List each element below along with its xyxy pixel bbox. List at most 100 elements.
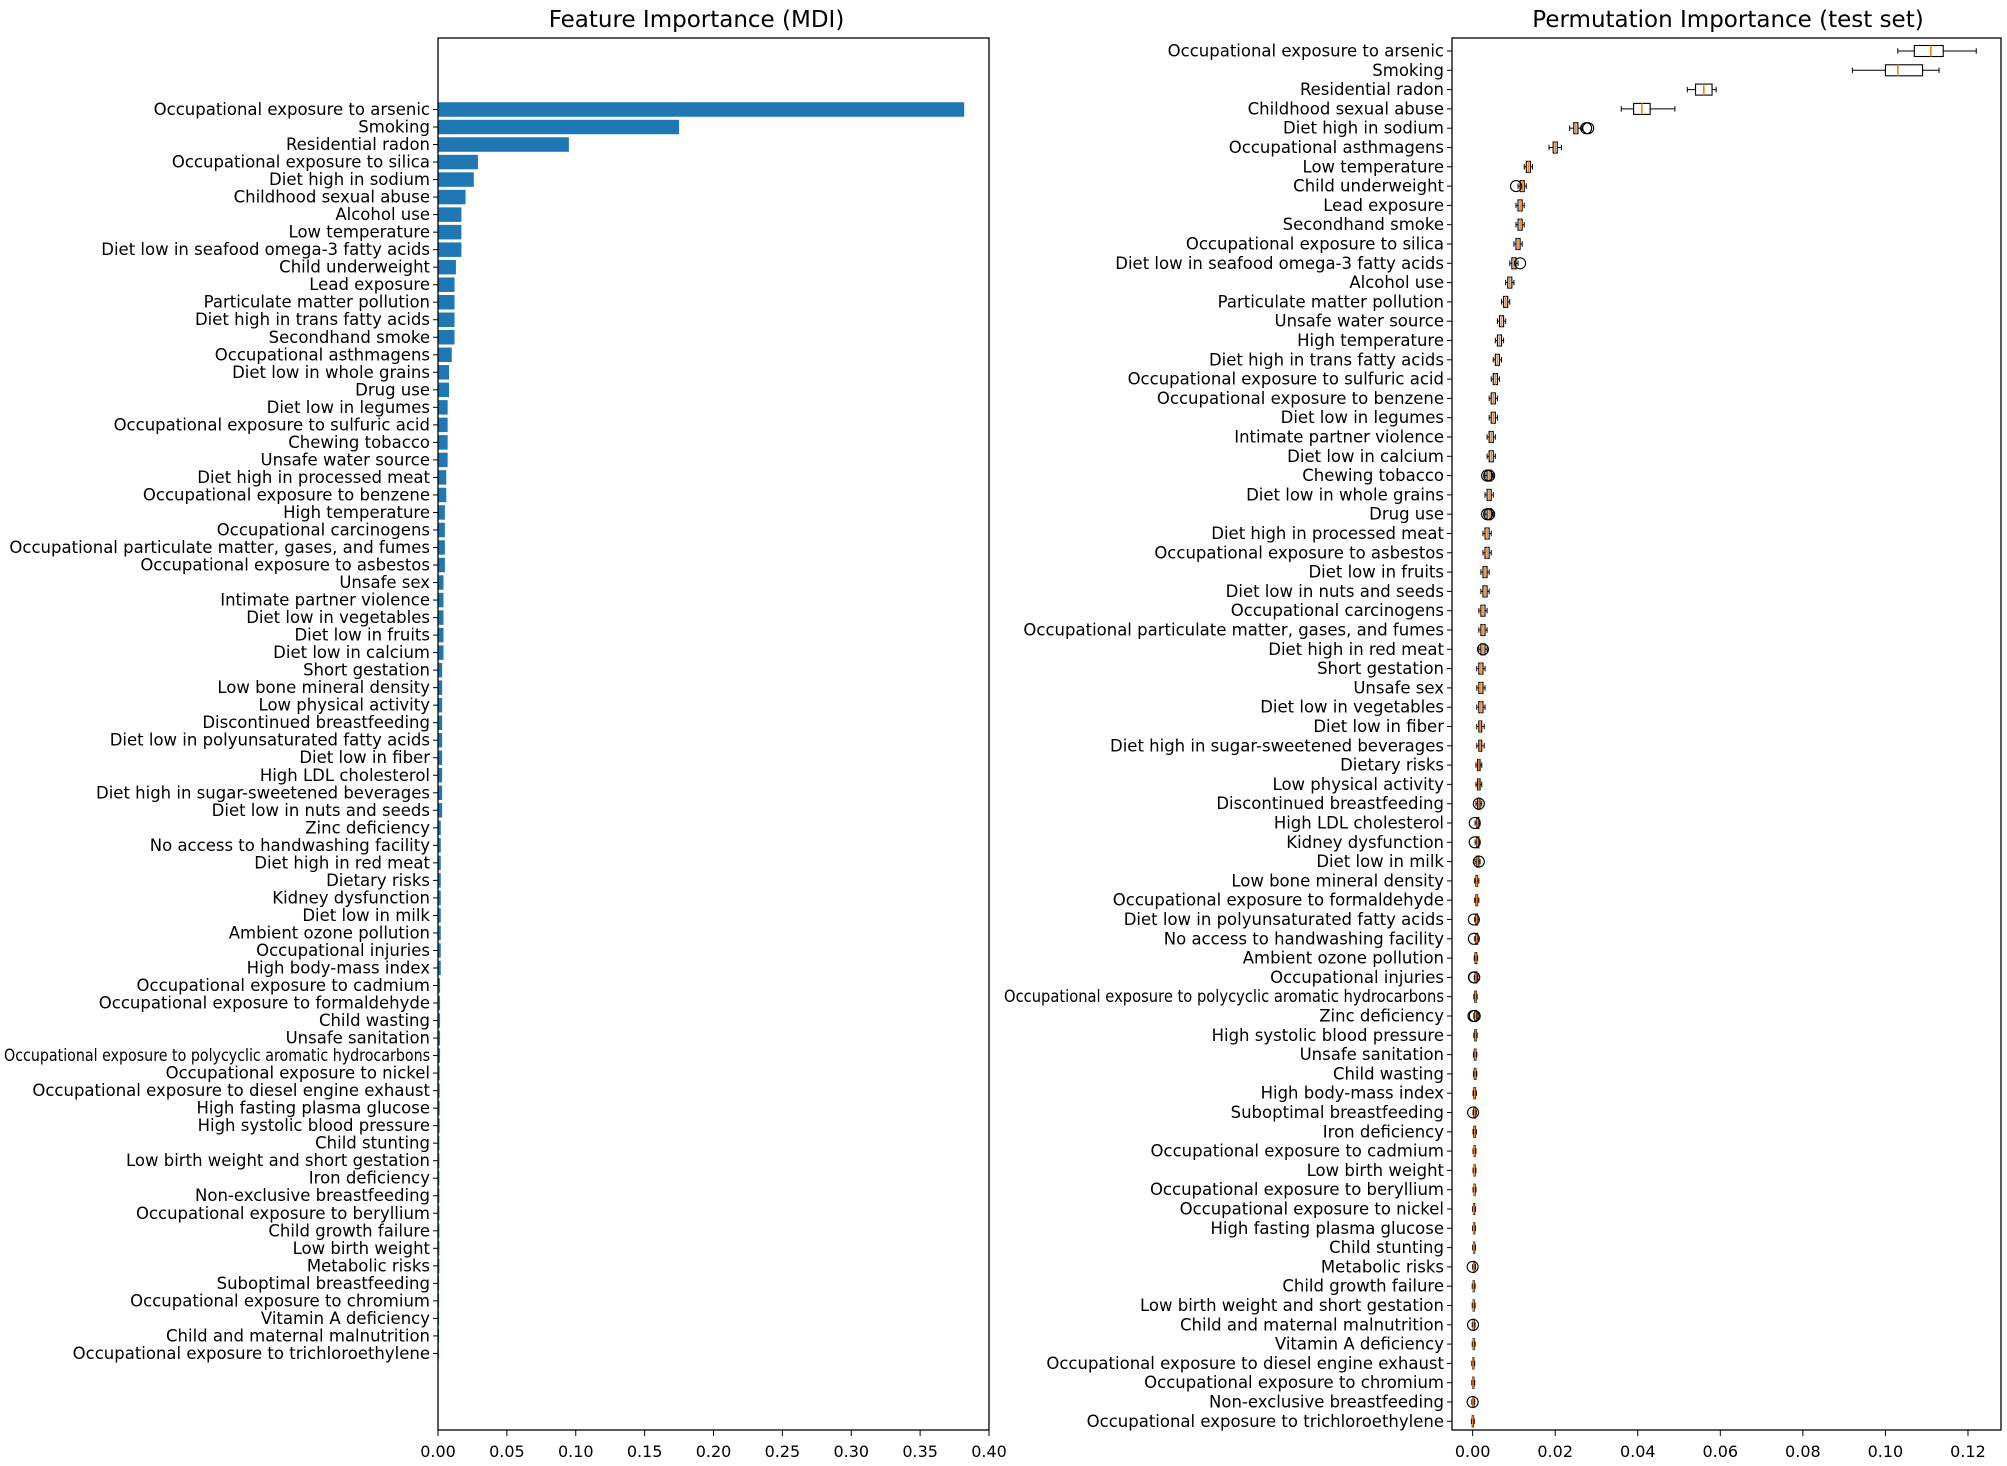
category-label: Occupational exposure to cadmium [137,976,430,995]
category-label: Suboptimal breastfeeding [1231,1103,1444,1122]
category-label: Diet high in sugar-sweetened beverages [1110,736,1444,755]
box-occupational-particulate-matter-gases-and-fumes [1478,623,1488,637]
bar-iron-deficiency [438,1170,440,1186]
category-label: Diet low in fiber [1313,717,1444,736]
category-label: Diet low in seafood omega-3 fatty acids [101,240,430,259]
bar-occupational-particulate-matter-gases-and-fumes [438,540,445,555]
category-label: Low birth weight [293,1239,431,1258]
bar-lead-exposure [438,277,455,292]
box-diet-low-in-polyunsaturated-fatty-acids [1467,913,1480,926]
category-label: Child stunting [1329,1238,1444,1257]
category-label: Occupational carcinogens [1231,601,1444,620]
box-low-birth-weight-and-short-gestation [1471,1299,1476,1312]
chart-mdi: Feature Importance (MDI) Occupational ex… [4,7,1007,1461]
category-label: Residential radon [286,135,430,154]
bar-childhood-sexual-abuse [438,189,466,205]
category-label: High LDL cholesterol [260,766,430,785]
category-label: No access to handwashing facility [1164,929,1444,948]
category-label: Occupational exposure to polycyclic arom… [4,1046,430,1065]
category-label: Drug use [355,380,430,399]
category-label: Low physical activity [259,696,431,715]
bar-unsafe-water-source [438,452,448,468]
category-label: Particulate matter pollution [204,293,430,312]
box-high-ldl-cholesterol [1468,816,1481,830]
bar-occupational-asthmagens [438,347,452,363]
outlier-point [1472,855,1485,868]
category-label: Lead exposure [1323,196,1444,215]
box-occupational-exposure-to-benzene [1488,392,1498,405]
category-label: Diet low in fruits [294,626,430,645]
category-label: Child growth failure [1282,1277,1444,1296]
category-label: Diet high in trans fatty acids [195,310,430,329]
category-label: Diet low in calcium [1287,447,1444,466]
x-tick-label: 0.40 [971,1442,1007,1461]
box-drug-use [1481,508,1496,521]
box-alcohol-use [1505,276,1515,289]
box-iron-deficiency [1472,1125,1477,1138]
category-label: Occupational carcinogens [217,520,430,539]
category-label: Diet low in vegetables [246,608,430,627]
bar-diet-low-in-nuts-and-seeds [438,803,443,818]
box-child-underweight [1509,180,1527,193]
box-vitamin-a-deficiency [1471,1338,1476,1351]
outlier-point [1481,469,1494,482]
category-label: Vitamin A deficiency [261,1309,430,1328]
box-diet-high-in-sodium [1569,122,1595,135]
box-diet-low-in-milk [1472,855,1485,868]
category-label: Occupational asthmagens [215,345,430,364]
bar-high-ldl-cholesterol [438,768,443,783]
box-diet-high-in-sugar-sweetened-beverages [1476,739,1485,752]
category-label: Diet low in polyunsaturated fatty acids [110,731,430,750]
box-diet-low-in-nuts-and-seeds [1480,585,1490,598]
category-label: Occupational exposure to nickel [1180,1200,1444,1219]
bar-kidney-dysfunction [438,890,441,906]
bar-smoking [438,119,680,135]
category-label: Occupational exposure to diesel engine e… [32,1081,430,1100]
bar-diet-low-in-legumes [438,400,448,415]
box-occupational-exposure-to-diesel-engine-exhaust [1471,1357,1476,1370]
category-label: Secondhand smoke [1283,215,1444,234]
bar-high-body-mass-index [438,960,441,976]
bar-diet-high-in-red-meat [438,855,441,871]
category-label: Non-exclusive breastfeeding [195,1186,430,1205]
category-label: Occupational exposure to beryllium [1150,1180,1444,1199]
category-label: Occupational exposure to silica [1186,235,1444,254]
category-label: High temperature [1297,331,1444,350]
box-diet-low-in-whole-grains [1484,488,1494,501]
outlier-point [1582,122,1595,135]
category-label: Diet low in nuts and seeds [1226,582,1444,601]
category-label: Unsafe sex [1353,678,1444,697]
bar-occupational-exposure-to-diesel-engine-exhaust [438,1083,440,1098]
bar-low-temperature [438,224,462,240]
category-label: Occupational exposure to formaldehyde [99,994,430,1013]
category-label: Low birth weight and short gestation [126,1151,430,1170]
x-tick-label: 0.08 [1785,1442,1821,1461]
box-diet-low-in-vegetables [1476,701,1486,714]
bar-unsafe-sex [438,575,444,590]
bar-diet-high-in-sodium [438,172,474,187]
box-short-gestation [1476,662,1486,675]
box-diet-high-in-processed-meat [1482,527,1492,540]
category-label: Alcohol use [335,205,430,224]
box-occupational-exposure-to-polycyclic-aromatic-hydrocarbons [1473,990,1478,1003]
category-label: Diet low in seafood omega-3 fatty acids [1115,254,1444,273]
outlier-point [1467,913,1480,926]
category-label: Child and maternal malnutrition [1180,1315,1444,1334]
category-label: Occupational exposure to arsenic [1168,42,1444,61]
category-label: Diet low in fruits [1308,563,1444,582]
category-label: Unsafe sanitation [1300,1045,1444,1064]
outlier-point [1468,1009,1481,1023]
category-label: Diet high in sodium [1283,119,1444,138]
bar-alcohol-use [438,207,462,222]
category-label: Low birth weight and short gestation [1140,1296,1444,1315]
category-label: Short gestation [303,661,430,680]
outlier-point [1466,1260,1479,1273]
category-label: Diet low in legumes [1281,408,1444,427]
x-tick-label: 0.12 [1950,1442,1986,1461]
box-diet-low-in-seafood-omega-3-fatty-acids [1509,257,1527,270]
chart-title-mdi: Feature Importance (MDI) [549,7,845,33]
category-label: Residential radon [1300,80,1444,99]
bar-diet-low-in-seafood-omega-3-fatty-acids [438,242,462,257]
category-label: Diet low in calcium [273,643,430,662]
